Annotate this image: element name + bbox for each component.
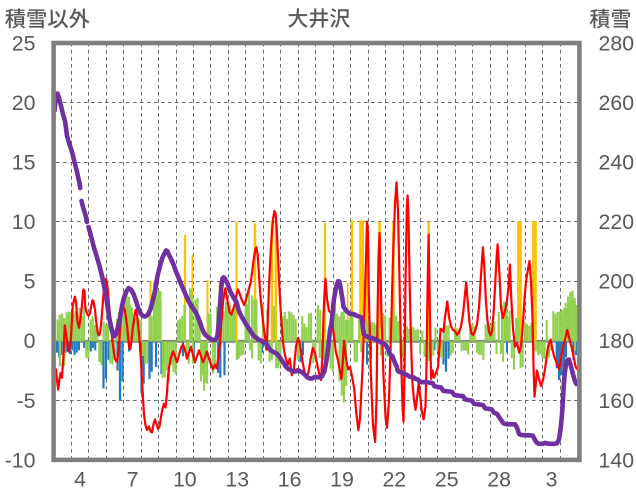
svg-text:-10: -10: [5, 448, 36, 472]
svg-text:20: 20: [12, 91, 36, 115]
svg-text:160: 160: [599, 389, 635, 413]
svg-text:-5: -5: [17, 389, 36, 413]
svg-text:240: 240: [599, 151, 635, 175]
svg-text:16: 16: [278, 468, 302, 492]
svg-text:140: 140: [599, 448, 635, 472]
svg-text:280: 280: [599, 31, 635, 55]
svg-text:25: 25: [12, 31, 36, 55]
svg-text:28: 28: [487, 468, 511, 492]
svg-text:200: 200: [599, 270, 635, 294]
svg-text:220: 220: [599, 210, 635, 234]
svg-text:10: 10: [12, 210, 36, 234]
svg-text:180: 180: [599, 329, 635, 353]
svg-text:10: 10: [173, 468, 197, 492]
svg-text:7: 7: [127, 468, 139, 492]
svg-text:5: 5: [24, 270, 36, 294]
svg-text:4: 4: [74, 468, 86, 492]
svg-text:19: 19: [330, 468, 354, 492]
svg-text:0: 0: [24, 329, 36, 353]
svg-text:3: 3: [546, 468, 558, 492]
svg-text:15: 15: [12, 151, 36, 175]
svg-text:22: 22: [382, 468, 406, 492]
svg-text:25: 25: [435, 468, 459, 492]
svg-text:260: 260: [599, 91, 635, 115]
svg-text:13: 13: [225, 468, 249, 492]
